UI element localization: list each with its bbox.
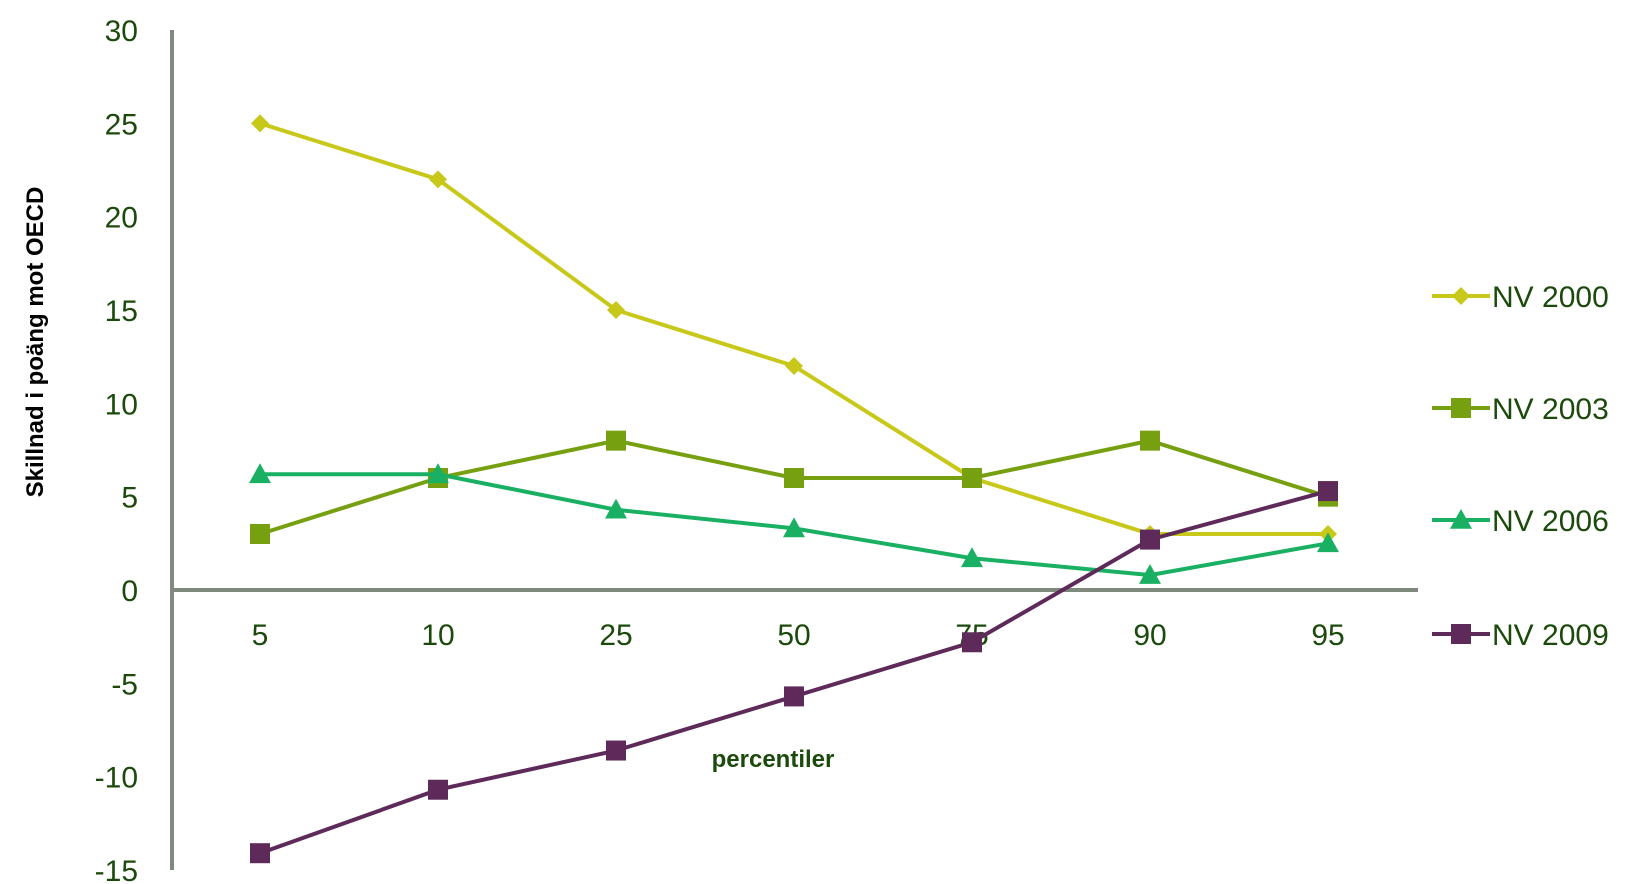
x-tick-labels: 5102550759095	[252, 619, 1345, 652]
data-point	[962, 468, 982, 488]
data-point	[429, 170, 447, 189]
axes	[170, 30, 1418, 870]
data-point	[606, 430, 626, 451]
y-tick-label: 5	[121, 482, 138, 515]
data-point	[607, 301, 625, 319]
x-tick-label: 10	[421, 619, 454, 652]
data-point	[427, 463, 449, 484]
data-point	[1318, 481, 1338, 502]
legend-item: NV 2003	[1432, 393, 1609, 426]
y-tick-label: 15	[105, 295, 138, 328]
y-axis-title: Skillnad i poäng mot OECD	[22, 187, 49, 498]
data-point	[249, 463, 271, 484]
legend: NV 2000 NV 2003 NV 2006 NV 2009	[1432, 281, 1609, 652]
y-tick-label: 20	[105, 202, 138, 235]
data-point	[428, 779, 448, 800]
y-tick-labels: 30 25 20 15 10 5 0 -5 -10 -15	[95, 15, 138, 884]
data-point	[251, 114, 269, 133]
data-point	[1139, 564, 1161, 584]
data-point	[1140, 430, 1160, 451]
data-point	[784, 468, 804, 488]
legend-item: NV 2009	[1432, 619, 1609, 652]
data-point	[1317, 532, 1339, 553]
data-point	[961, 547, 983, 568]
y-tick-label: -5	[111, 668, 138, 701]
y-tick-label: 10	[105, 388, 138, 421]
y-tick-label: 25	[105, 108, 138, 141]
x-tick-label: 5	[252, 619, 269, 652]
y-tick-label: 0	[121, 575, 138, 608]
x-tick-label: 50	[777, 619, 810, 652]
data-point	[250, 524, 270, 544]
legend-label: NV 2006	[1492, 505, 1609, 538]
legend-label: NV 2003	[1492, 393, 1609, 426]
legend-item: NV 2006	[1432, 505, 1609, 538]
legend-marker	[1451, 624, 1471, 644]
data-point	[605, 498, 627, 519]
y-tick-label: -15	[95, 855, 138, 884]
legend-marker	[1450, 509, 1472, 529]
data-point	[962, 632, 982, 653]
data-point	[250, 843, 270, 864]
x-axis-title: percentiler	[712, 746, 835, 773]
legend-label: NV 2009	[1492, 619, 1609, 652]
legend-item: NV 2000	[1432, 281, 1609, 314]
legend-label: NV 2000	[1492, 281, 1609, 314]
series-nv-2009	[250, 481, 1338, 864]
series-line	[259, 489, 1329, 856]
series-nv-2006	[249, 463, 1339, 584]
legend-marker	[1452, 287, 1470, 305]
x-tick-label: 25	[599, 619, 632, 652]
data-point	[1140, 529, 1160, 550]
series-layer	[249, 114, 1339, 864]
y-tick-label: -10	[95, 762, 138, 795]
data-point	[784, 686, 804, 707]
data-point	[606, 740, 626, 761]
legend-marker	[1451, 398, 1471, 418]
y-tick-label: 30	[105, 15, 138, 48]
data-point	[783, 517, 805, 538]
x-tick-label: 90	[1133, 619, 1166, 652]
x-tick-label: 95	[1311, 619, 1344, 652]
data-point	[785, 357, 803, 375]
